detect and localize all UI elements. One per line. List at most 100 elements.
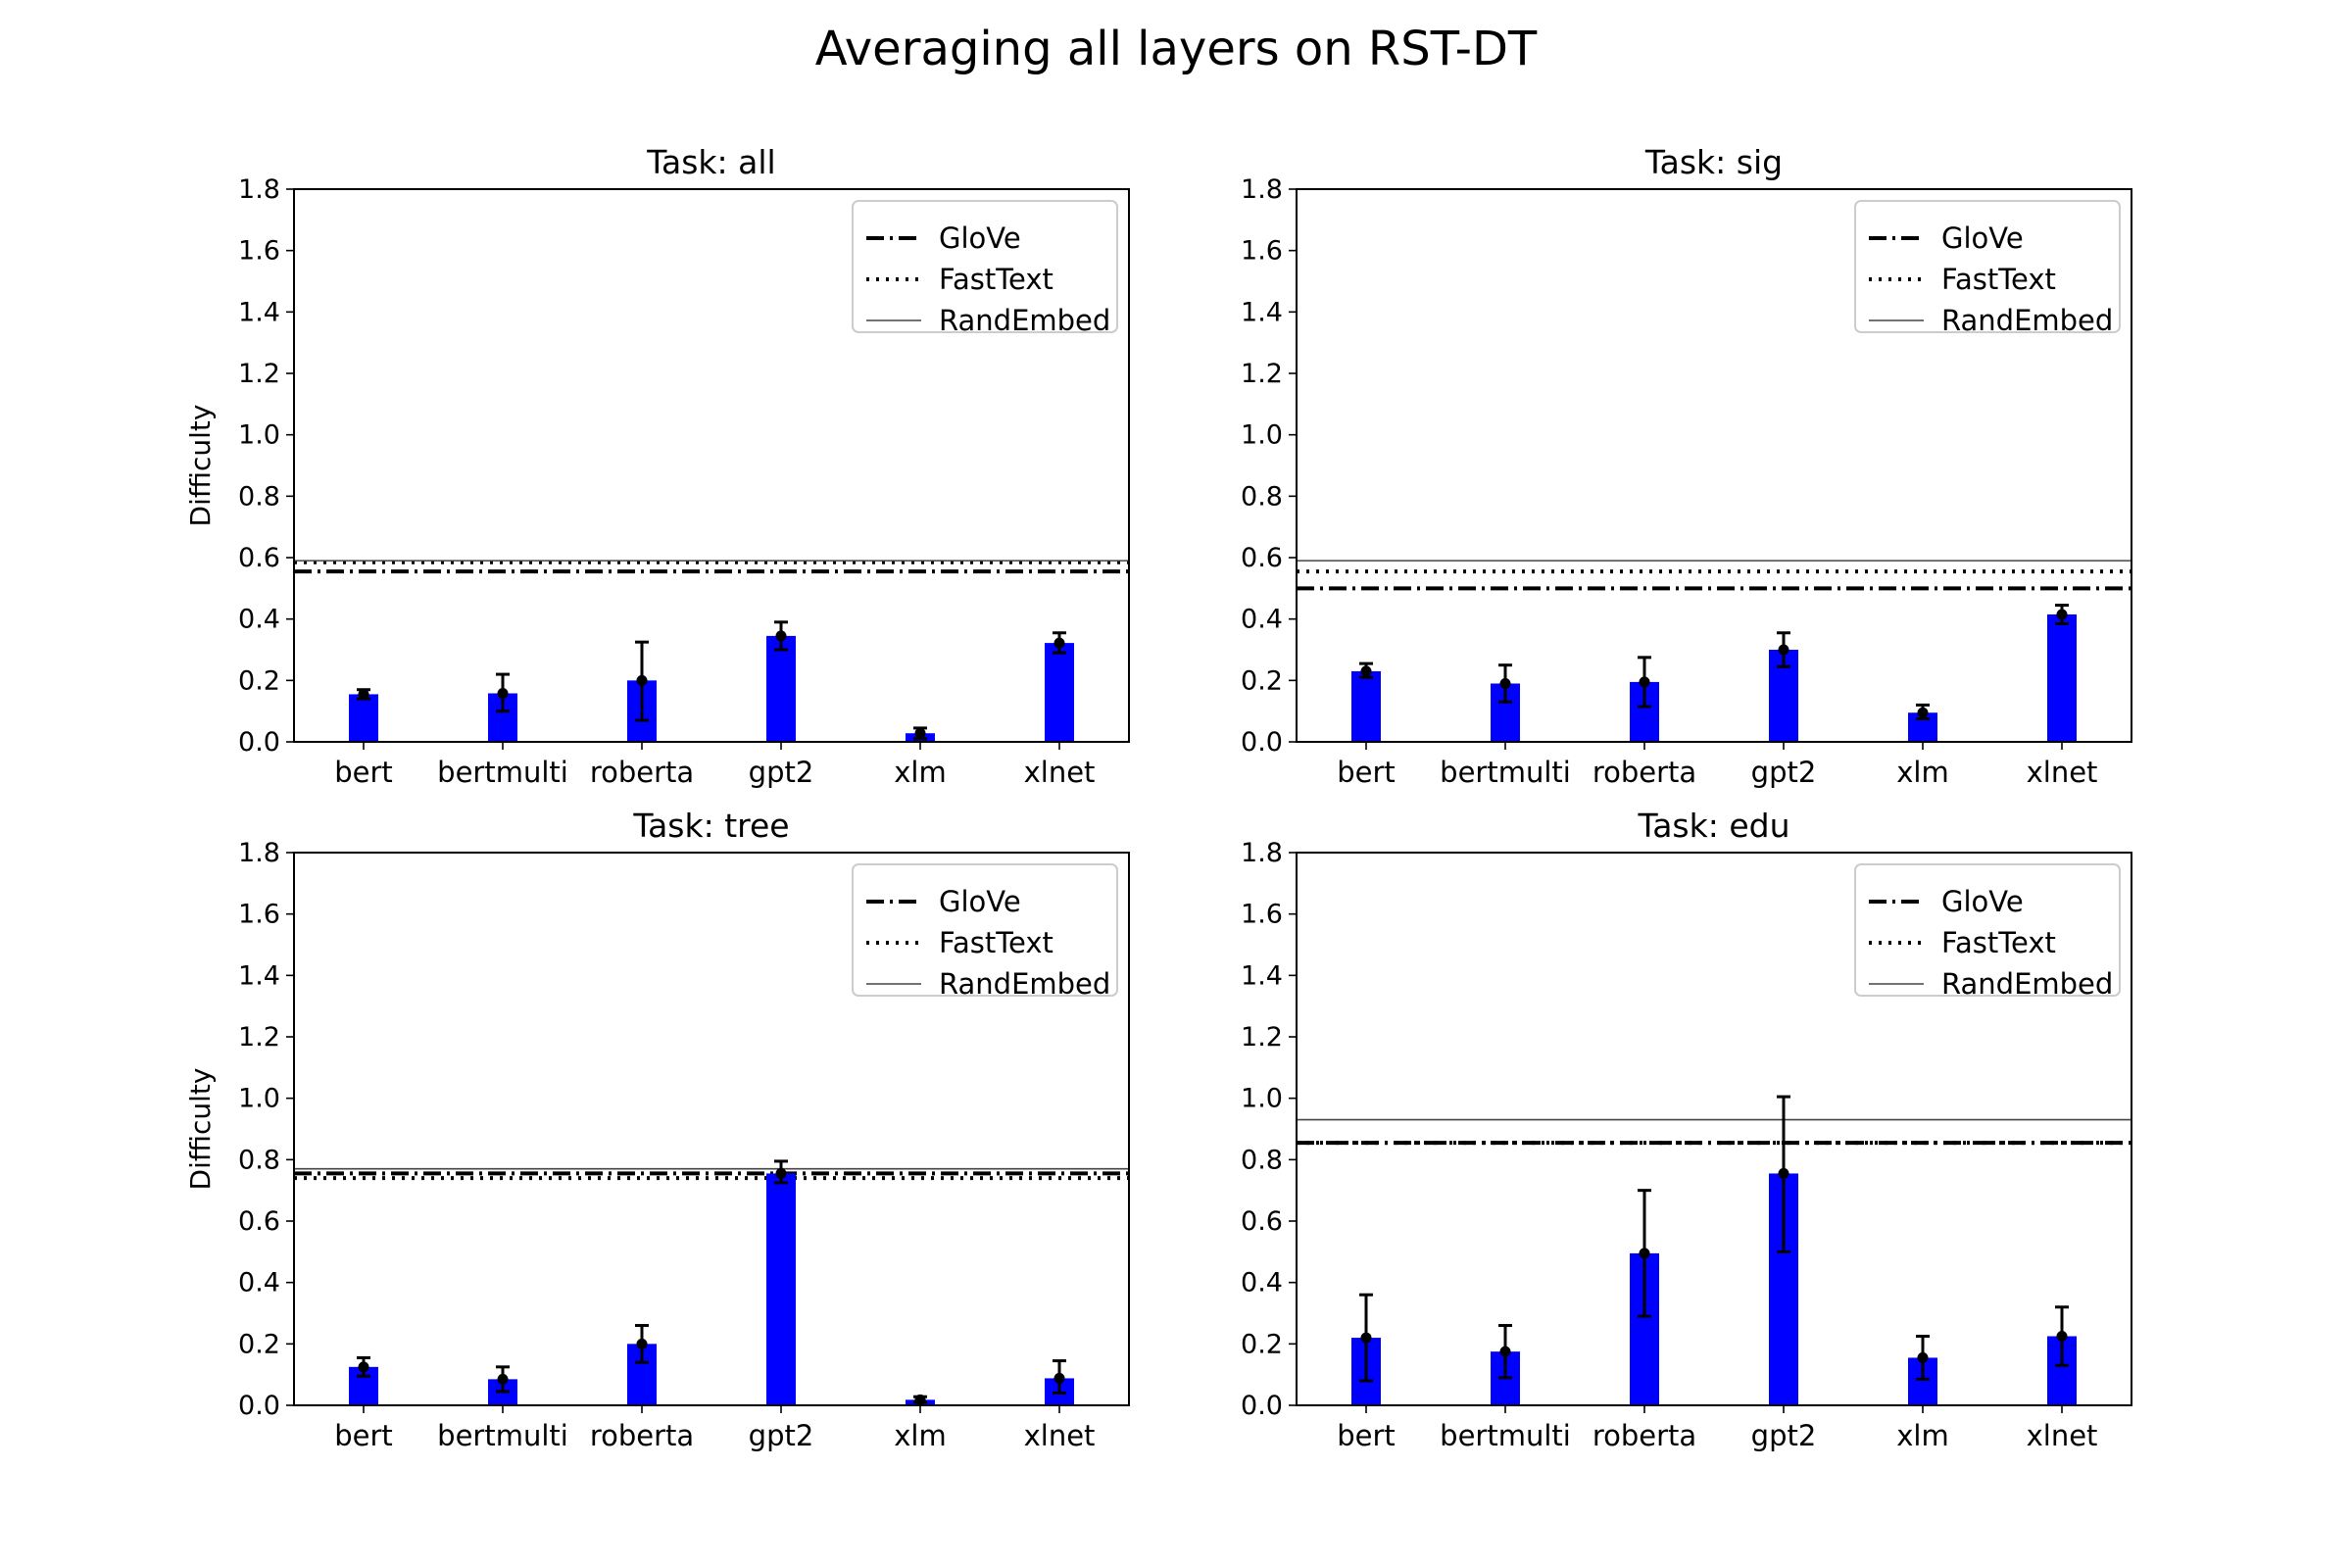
x-tick-label: xlm xyxy=(894,1419,946,1452)
y-tick-label: 0.4 xyxy=(238,1268,280,1298)
y-tick-label: 0.0 xyxy=(238,1391,280,1421)
axes-frame xyxy=(293,188,1130,743)
mean-point-bert xyxy=(358,1361,369,1373)
y-tick-label: 0.6 xyxy=(238,543,280,573)
x-tick-label: roberta xyxy=(1592,756,1696,789)
y-tick-label: 1.6 xyxy=(238,236,280,267)
y-tick-label: 0.2 xyxy=(1241,665,1283,696)
y-tick-label: 1.0 xyxy=(238,1084,280,1114)
mean-point-bert xyxy=(358,688,369,700)
y-tick-label: 0.0 xyxy=(1241,1391,1283,1421)
legend-box xyxy=(852,863,1118,997)
chart-panel-3: 0.0 0.2 0.4 0.6 0.8 1.0 1.2 1.4 1.6 1.8 bert bertmu… xyxy=(1241,807,2132,1452)
mean-point-xlm xyxy=(1917,1351,1929,1363)
legend: GloVe FastText RandEmbed xyxy=(852,200,1118,337)
y-tick-label: 0.2 xyxy=(238,1329,280,1359)
y-tick-label: 0.0 xyxy=(238,727,280,758)
y-tick-label: 1.0 xyxy=(1241,1084,1283,1114)
x-tick-label: xlm xyxy=(1896,1419,1948,1452)
legend-label-fasttext: FastText xyxy=(1941,926,2056,959)
x-tick-label: bertmulti xyxy=(1440,1419,1571,1452)
x-tick-label: bert xyxy=(1337,756,1396,789)
axes-frame xyxy=(1296,188,2132,743)
y-tick-label: 0.6 xyxy=(1241,543,1283,573)
mean-point-bertmulti xyxy=(497,687,509,699)
legend-box xyxy=(852,200,1118,333)
y-tick-label: 1.8 xyxy=(1241,838,1283,868)
mean-point-roberta xyxy=(636,674,648,686)
figure-title: Averaging all layers on RST-DT xyxy=(815,22,1538,76)
panel-title: Task: edu xyxy=(1638,807,1790,845)
bar-xlnet xyxy=(2047,613,2077,742)
legend-label-fasttext: FastText xyxy=(939,926,1054,959)
y-tick-label: 1.8 xyxy=(238,838,280,868)
x-tick-label: bert xyxy=(334,756,393,789)
y-tick-label: 1.8 xyxy=(1241,174,1283,205)
y-tick-label: 1.6 xyxy=(1241,900,1283,930)
y-tick-label: 1.0 xyxy=(238,420,280,451)
x-tick-label: xlnet xyxy=(1024,1419,1096,1452)
y-tick-label: 0.6 xyxy=(1241,1206,1283,1237)
bar-bert xyxy=(1351,670,1381,742)
y-tick-label: 1.0 xyxy=(1241,420,1283,451)
legend-label-randembed: RandEmbed xyxy=(939,967,1110,1001)
legend-label-glove: GloVe xyxy=(939,221,1021,255)
x-tick-label: xlnet xyxy=(2027,1419,2098,1452)
mean-point-gpt2 xyxy=(775,630,787,642)
legend-label-glove: GloVe xyxy=(1941,885,2024,918)
bar-gpt2 xyxy=(766,1173,796,1405)
y-tick-label: 0.8 xyxy=(1241,481,1283,512)
mean-point-gpt2 xyxy=(775,1167,787,1179)
y-tick-label: 0.8 xyxy=(1241,1145,1283,1175)
x-tick-label: bertmulti xyxy=(1440,756,1571,789)
y-tick-label: 1.4 xyxy=(1241,297,1283,327)
mean-point-xlnet xyxy=(1054,637,1065,649)
x-tick-label: xlm xyxy=(1896,756,1948,789)
y-axis-label: Difficulty xyxy=(184,1068,217,1191)
bar-xlnet xyxy=(1045,643,1074,742)
chart-panel-0: 0.0 0.2 0.4 0.6 0.8 1.0 1.2 1.4 1.6 1.8 bert bertmu… xyxy=(184,143,1130,789)
y-tick-label: 0.2 xyxy=(1241,1329,1283,1359)
mean-point-xlnet xyxy=(1054,1372,1065,1384)
legend: GloVe FastText RandEmbed xyxy=(1854,200,2121,337)
panel-title: Task: all xyxy=(646,143,775,181)
mean-point-roberta xyxy=(636,1338,648,1349)
x-tick-label: roberta xyxy=(1592,1419,1696,1452)
y-tick-label: 1.6 xyxy=(1241,236,1283,267)
y-tick-label: 0.2 xyxy=(238,665,280,696)
axes-frame xyxy=(1296,852,2132,1406)
y-tick-label: 1.8 xyxy=(238,174,280,205)
x-tick-label: xlm xyxy=(894,756,946,789)
mean-point-bert xyxy=(1360,665,1372,677)
mean-point-xlm xyxy=(1917,707,1929,718)
panel-title: Task: sig xyxy=(1644,143,1783,181)
y-tick-label: 1.4 xyxy=(238,960,280,991)
y-tick-label: 0.6 xyxy=(238,1206,280,1237)
mean-point-bertmulti xyxy=(1499,1346,1511,1357)
legend-label-randembed: RandEmbed xyxy=(939,304,1110,337)
panel-title: Task: tree xyxy=(632,807,789,845)
chart-panel-1: 0.0 0.2 0.4 0.6 0.8 1.0 1.2 1.4 1.6 1.8 bert bertmu… xyxy=(1241,143,2132,789)
x-tick-label: bertmulti xyxy=(437,1419,568,1452)
y-tick-label: 1.6 xyxy=(238,900,280,930)
y-tick-label: 1.2 xyxy=(1241,1022,1283,1053)
y-tick-label: 0.4 xyxy=(238,605,280,635)
legend-label-randembed: RandEmbed xyxy=(1941,967,2113,1001)
legend-label-fasttext: FastText xyxy=(1941,263,2056,296)
x-tick-label: gpt2 xyxy=(1751,1419,1817,1452)
legend-label-glove: GloVe xyxy=(939,885,1021,918)
mean-point-gpt2 xyxy=(1778,644,1789,656)
mean-point-xlnet xyxy=(2056,609,2068,620)
y-axis-label: Difficulty xyxy=(184,405,217,527)
y-tick-label: 1.2 xyxy=(1241,359,1283,389)
x-tick-label: gpt2 xyxy=(749,1419,814,1452)
x-tick-label: bertmulti xyxy=(437,756,568,789)
mean-point-roberta xyxy=(1639,676,1650,688)
legend-box xyxy=(1854,863,2121,997)
legend-label-fasttext: FastText xyxy=(939,263,1054,296)
mean-point-roberta xyxy=(1639,1248,1650,1259)
y-tick-label: 0.4 xyxy=(1241,1268,1283,1298)
legend-label-glove: GloVe xyxy=(1941,221,2024,255)
x-tick-label: xlnet xyxy=(1024,756,1096,789)
